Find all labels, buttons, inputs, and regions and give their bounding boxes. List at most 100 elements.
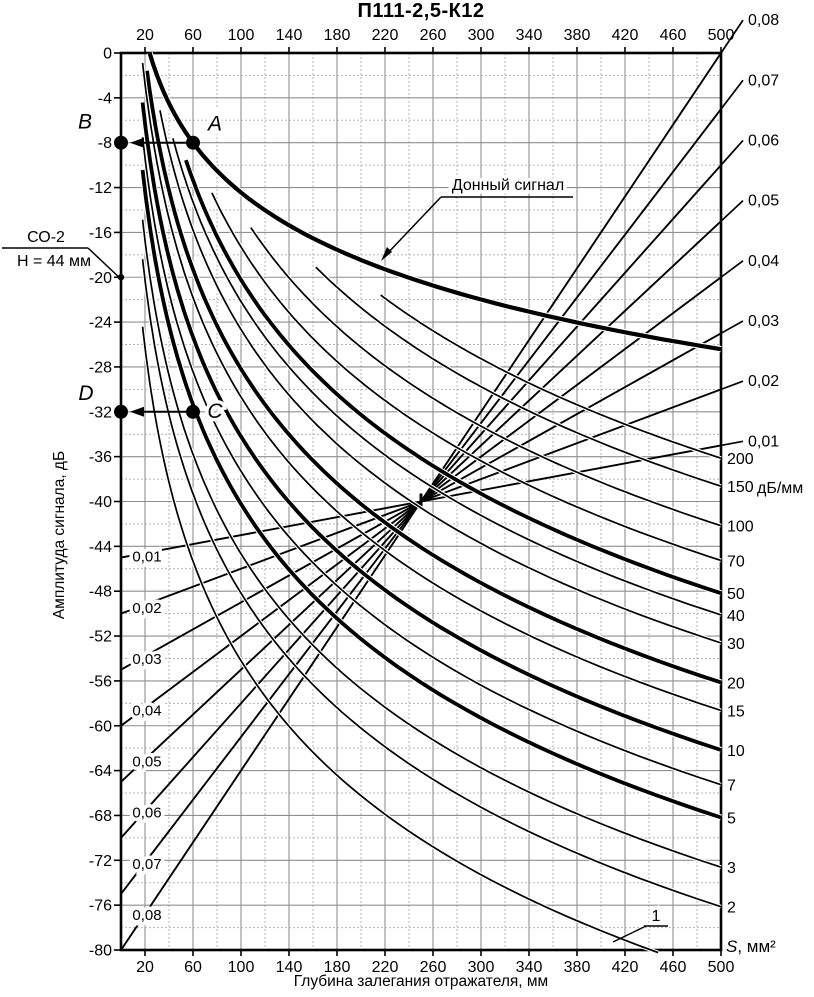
point-label-A: A [206,113,222,136]
delta-line-extension [720,260,744,278]
s-curve-right-label: 40 [727,608,745,625]
s-unit-label: S, мм² [726,937,776,956]
y-axis-title: Амплитуда сигнала, дБ [51,451,68,619]
y-tick-label: 0 [103,46,112,63]
x-tick-label-top: 140 [276,27,303,44]
delta-left-label: 0,07 [132,856,161,873]
y-tick-label: -32 [89,404,112,421]
s-curve-S30 [159,110,722,644]
delta-left-label: 0,01 [132,549,161,566]
point-label-B: B [78,111,92,134]
y-tick-label: -40 [89,494,112,511]
calibration-label-line2: Н = 44 мм [17,253,91,270]
delta-right-label: 0,02 [748,373,779,390]
y-tick-label: -36 [89,449,112,466]
s-curve-S40 [172,138,722,616]
y-tick-label: -44 [89,539,112,556]
delta-right-label: 0,05 [748,193,779,210]
x-tick-label-top: 460 [660,27,687,44]
y-tick-label: -20 [89,270,112,287]
s-curve-S150 [315,266,722,488]
s-curve-S1 [141,326,659,954]
s-curve-S70 [211,192,722,562]
s-curve-right-label: 30 [727,636,745,653]
x-tick-label-top: 180 [324,27,351,44]
calibration-label-line1: СО-2 [27,229,65,246]
x-tick-label-top: 60 [184,27,202,44]
x-tick-label-top: 380 [564,27,591,44]
y-tick-label: -52 [89,629,112,646]
point-label-D: D [78,382,93,405]
s-curve-right-label: 15 [727,703,745,720]
x-tick-label-bottom: 100 [228,959,255,976]
x-tick-label-top: 20 [136,27,154,44]
s-curve-right-label: 7 [727,778,736,795]
point-dot-A [186,135,200,150]
s-curve-right-label: 50 [727,586,745,603]
s-curve-S200 [380,294,722,460]
y-tick-label: -4 [98,90,112,107]
x-tick-label-top: 300 [468,27,495,44]
y-tick-label: -80 [89,943,112,960]
x-tick-label-bottom: 60 [184,959,202,976]
delta-right-label: 0,07 [748,72,779,89]
x-tick-label-top: 220 [372,27,399,44]
delta-left-label: 0,02 [132,600,161,617]
x-tick-label-bottom: 380 [564,959,591,976]
delta-left-label: 0,08 [132,907,161,924]
calibration-axis-dot [117,274,125,281]
s-curve-S3 [141,219,722,869]
x-tick-label-bottom: 460 [660,959,687,976]
y-tick-label: -28 [89,359,112,376]
x-tick-label-top: 500 [708,27,735,44]
s-curve-right-label: 100 [727,519,754,536]
point-dot-D [114,404,128,419]
x-tick-label-bottom: 340 [516,959,543,976]
bottom-echo-curve [147,52,722,352]
s-curve-S15 [141,62,722,712]
delta-unit-label: дБ/мм [757,480,803,497]
s-curve-S20 [145,70,722,685]
x-tick-label-bottom: 20 [136,959,154,976]
delta-line-extension [720,79,744,110]
s-curve-right-label: 150 [727,479,754,496]
s-curve-S5 [140,169,722,820]
y-tick-label: -64 [89,763,112,780]
x-tick-label-bottom: 140 [276,959,303,976]
x-tick-label-bottom: 260 [420,959,447,976]
delta-right-label: 0,08 [748,12,779,29]
s-curve-S50 [184,159,722,596]
arrowhead-D [130,406,144,417]
x-axis-title: Глубина залегания отражателя, мм [294,973,548,990]
delta-line-extension [720,380,744,391]
point-dot-C [186,404,200,419]
x-tick-label-bottom: 180 [324,959,351,976]
s-curve-S2 [141,259,722,908]
x-tick-label-top: 100 [228,27,255,44]
s-curve-right-label: 5 [727,810,736,827]
y-tick-label: -68 [89,808,112,825]
delta-line-extension [720,139,744,166]
x-tick-label-top: 260 [420,27,447,44]
s-curve-S10 [140,102,722,752]
bottom-echo-annotation: Донный сигнал [452,177,564,194]
y-tick-label: -60 [89,718,112,735]
s-curve-right-label: 2 [727,900,736,917]
y-tick-label: -76 [89,898,112,915]
s-curve-right-label: 70 [727,553,745,570]
arrowhead-B [130,137,144,148]
s-curve-right-label: 20 [727,675,745,692]
s-curve-right-label: 10 [727,743,745,760]
bottom-echo-annotation-arrowhead [381,247,392,261]
s-curve-right-label: 200 [727,451,754,468]
s-curve-right-label: 3 [727,860,736,877]
delta-right-label: 0,06 [748,132,779,149]
y-tick-label: -56 [89,673,112,690]
point-dot-B [114,135,128,150]
chart-title: П111-2,5-К12 [357,0,485,22]
s-curve-S7 [141,137,722,786]
delta-right-label: 0,04 [748,253,779,270]
y-tick-label: -48 [89,584,112,601]
s1-leader-line [612,925,647,943]
